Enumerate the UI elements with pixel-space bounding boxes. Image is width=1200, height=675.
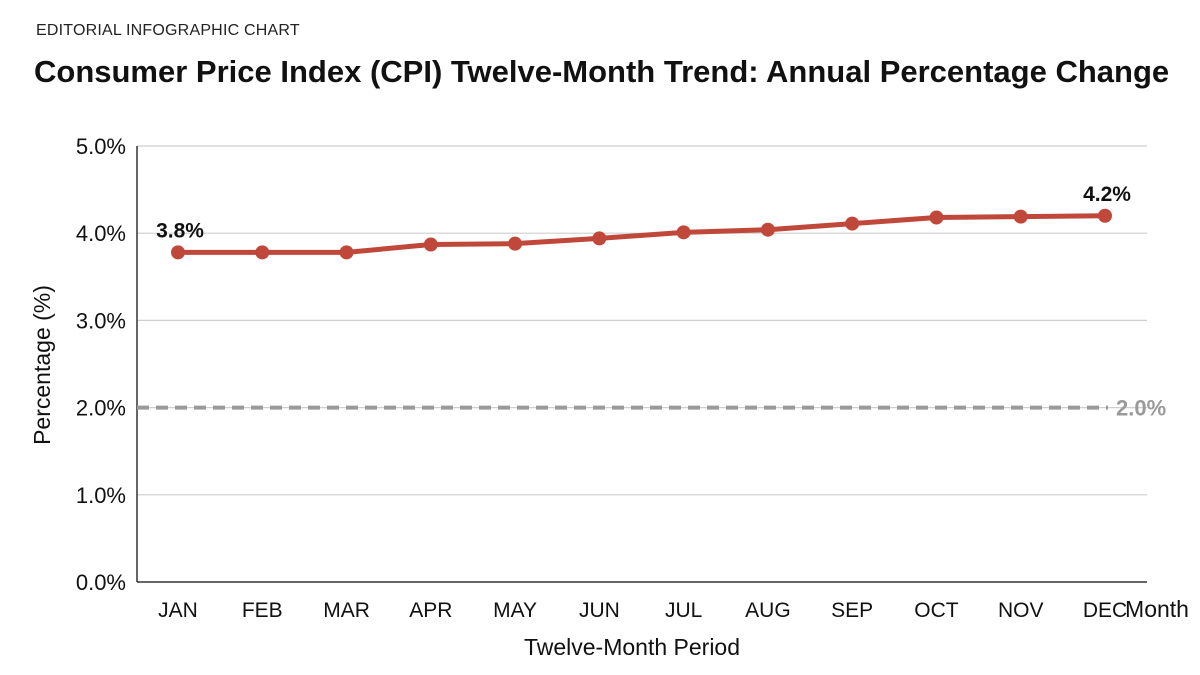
chart-kicker: EDITORIAL INFOGRAPHIC CHART xyxy=(36,22,300,39)
y-tick-label: 1.0% xyxy=(76,483,126,508)
data-label: 4.2% xyxy=(1083,183,1131,206)
axes xyxy=(136,146,1147,583)
series-line xyxy=(175,213,1108,255)
reference-line-group: 2.0% xyxy=(137,396,1166,421)
data-point xyxy=(1013,209,1028,224)
x-tick-label: JUN xyxy=(579,599,620,622)
x-tick-label: APR xyxy=(409,599,452,622)
data-point xyxy=(508,236,523,251)
x-tick-label: MAY xyxy=(493,599,537,622)
x-tick-label: OCT xyxy=(914,599,959,622)
x-tick-label: JUL xyxy=(665,599,702,622)
y-tick-labels: 0.0% 1.0% 2.0% 3.0% 4.0% 5.0% xyxy=(76,134,126,595)
reference-line-label: 2.0% xyxy=(1116,396,1166,421)
data-point xyxy=(339,245,354,260)
data-label: 3.8% xyxy=(156,219,204,242)
x-tick-label: DEC xyxy=(1083,599,1127,622)
x-axis-title: Twelve-Month Period xyxy=(524,634,740,660)
y-tick-label: 2.0% xyxy=(76,396,126,421)
chart-title: Consumer Price Index (CPI) Twelve-Month … xyxy=(34,54,1170,89)
y-tick-label: 5.0% xyxy=(76,134,126,159)
gridlines xyxy=(137,145,1147,496)
data-point xyxy=(760,222,775,237)
x-tick-label: NOV xyxy=(998,599,1044,622)
series-group xyxy=(171,208,1112,260)
data-point xyxy=(171,245,185,260)
y-tick-label: 4.0% xyxy=(76,221,126,246)
data-point xyxy=(929,210,944,225)
y-tick-label: 3.0% xyxy=(76,308,126,333)
data-point xyxy=(592,231,607,246)
data-point xyxy=(676,225,691,240)
y-axis-title: Percentage (%) xyxy=(29,285,55,445)
data-point xyxy=(845,216,860,231)
data-labels: 3.8% 4.2% xyxy=(156,183,1131,243)
x-tick-label: JAN xyxy=(158,599,198,622)
data-point xyxy=(1098,208,1112,223)
x-tick-label: SEP xyxy=(831,599,873,622)
x-axis-end-label: Month xyxy=(1125,596,1189,622)
x-tick-label: AUG xyxy=(745,599,791,622)
x-tick-label: MAR xyxy=(323,599,370,622)
data-point xyxy=(255,245,270,260)
x-tick-labels: JAN FEB MAR APR MAY JUN JUL AUG SEP OCT NOV DEC xyxy=(158,599,1127,622)
y-tick-label: 0.0% xyxy=(76,570,126,595)
data-point xyxy=(423,237,438,252)
x-tick-label: FEB xyxy=(242,599,283,622)
